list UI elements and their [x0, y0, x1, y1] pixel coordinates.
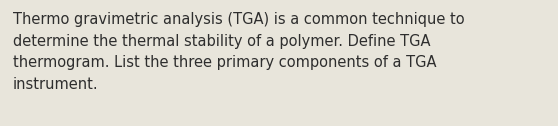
Text: Thermo gravimetric analysis (TGA) is a common technique to
determine the thermal: Thermo gravimetric analysis (TGA) is a c…: [13, 12, 465, 92]
